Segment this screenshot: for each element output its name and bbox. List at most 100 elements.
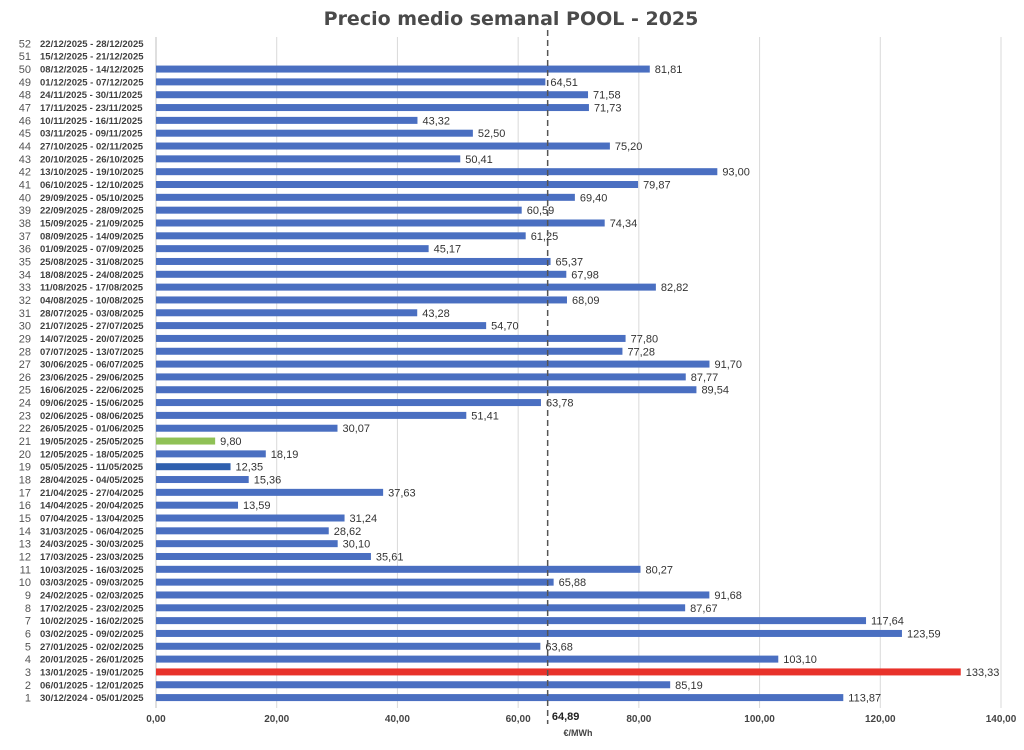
week-number-label: 25 bbox=[19, 385, 31, 397]
week-range-label: 27/01/2025 - 02/02/2025 bbox=[40, 642, 144, 653]
bar-value-label: 43,32 bbox=[422, 115, 450, 127]
bar-value-label: 45,17 bbox=[434, 244, 462, 256]
bar-week-11 bbox=[156, 565, 641, 573]
bar-week-1 bbox=[156, 694, 844, 702]
week-number-label: 42 bbox=[19, 167, 31, 179]
week-number-label: 26 bbox=[19, 372, 31, 384]
bar-week-37 bbox=[156, 232, 526, 240]
bar-week-19 bbox=[156, 463, 231, 471]
week-range-label: 30/12/2024 - 05/01/2025 bbox=[40, 693, 144, 704]
x-tick-label: 20,00 bbox=[264, 714, 289, 725]
week-range-label: 21/07/2025 - 27/07/2025 bbox=[40, 321, 144, 332]
week-number-label: 17 bbox=[19, 487, 31, 499]
bar-value-label: 64,51 bbox=[550, 77, 578, 89]
week-number-label: 27 bbox=[19, 359, 31, 371]
week-range-label: 12/05/2025 - 18/05/2025 bbox=[40, 449, 144, 460]
week-number-label: 29 bbox=[19, 333, 31, 345]
week-range-label: 18/08/2025 - 24/08/2025 bbox=[40, 270, 144, 281]
week-range-label: 13/01/2025 - 19/01/2025 bbox=[40, 667, 144, 678]
week-number-label: 39 bbox=[19, 205, 31, 217]
week-number-label: 6 bbox=[25, 628, 31, 640]
bar-value-label: 30,07 bbox=[342, 423, 370, 435]
bar-week-35 bbox=[156, 257, 551, 265]
bar-value-label: 12,35 bbox=[236, 462, 264, 474]
bar-value-label: 87,77 bbox=[691, 372, 719, 384]
week-number-label: 37 bbox=[19, 231, 31, 243]
week-number-label: 10 bbox=[19, 577, 31, 589]
week-number-label: 13 bbox=[19, 539, 31, 551]
average-line-group: 64,89 bbox=[546, 30, 580, 724]
bar-value-label: 85,19 bbox=[675, 680, 703, 692]
bar-value-label: 52,50 bbox=[478, 128, 506, 140]
week-number-label: 30 bbox=[19, 321, 31, 333]
bar-week-46 bbox=[156, 116, 418, 124]
week-range-label: 13/10/2025 - 19/10/2025 bbox=[40, 167, 144, 178]
bar-week-21 bbox=[156, 437, 216, 445]
bar-value-label: 61,25 bbox=[531, 231, 559, 243]
bar-week-15 bbox=[156, 514, 345, 522]
week-number-label: 44 bbox=[19, 141, 31, 153]
bar-value-label: 67,98 bbox=[571, 269, 599, 281]
week-range-label: 01/09/2025 - 07/09/2025 bbox=[40, 244, 144, 255]
bar-value-label: 51,41 bbox=[471, 410, 499, 422]
week-number-label: 52 bbox=[19, 38, 31, 50]
week-range-label: 04/08/2025 - 10/08/2025 bbox=[40, 295, 144, 306]
bars-group: 113,87 85,19 133,33 103,10 63,68 123,59117,64… bbox=[156, 64, 999, 705]
week-number-label: 47 bbox=[19, 103, 31, 115]
week-range-label: 05/05/2025 - 11/05/2025 bbox=[40, 462, 144, 473]
week-number-label: 40 bbox=[19, 192, 31, 204]
week-range-label: 20/10/2025 - 26/10/2025 bbox=[40, 154, 144, 165]
week-range-label: 14/07/2025 - 20/07/2025 bbox=[40, 334, 144, 345]
bar-value-label: 91,68 bbox=[714, 590, 742, 602]
bar-week-17 bbox=[156, 488, 384, 496]
week-range-label: 28/04/2025 - 04/05/2025 bbox=[40, 475, 144, 486]
bar-value-label: 9,80 bbox=[220, 436, 241, 448]
bar-week-42 bbox=[156, 168, 718, 176]
week-range-label: 24/03/2025 - 30/03/2025 bbox=[40, 539, 144, 550]
bar-value-label: 65,88 bbox=[559, 577, 587, 589]
bar-week-5 bbox=[156, 642, 541, 650]
bar-value-label: 77,28 bbox=[627, 346, 655, 358]
week-number-label: 43 bbox=[19, 154, 31, 166]
bar-value-label: 91,70 bbox=[714, 359, 742, 371]
week-range-label: 06/01/2025 - 12/01/2025 bbox=[40, 680, 144, 691]
bar-value-label: 71,73 bbox=[594, 103, 622, 115]
week-range-label: 11/08/2025 - 17/08/2025 bbox=[40, 283, 144, 294]
week-range-label: 10/02/2025 - 16/02/2025 bbox=[40, 616, 144, 627]
week-number-label: 7 bbox=[25, 616, 31, 628]
week-number-label: 31 bbox=[19, 308, 31, 320]
bar-value-label: 75,20 bbox=[615, 141, 643, 153]
average-value-label: 64,89 bbox=[552, 711, 580, 723]
week-number-label: 2 bbox=[25, 680, 31, 692]
week-range-label: 03/11/2025 - 09/11/2025 bbox=[40, 129, 143, 140]
bar-week-26 bbox=[156, 373, 686, 381]
bar-week-41 bbox=[156, 181, 639, 189]
bar-week-4 bbox=[156, 655, 779, 663]
bar-week-28 bbox=[156, 347, 623, 355]
bar-value-label: 60,59 bbox=[527, 205, 555, 217]
week-number-label: 3 bbox=[25, 667, 31, 679]
week-range-label: 16/06/2025 - 22/06/2025 bbox=[40, 385, 144, 396]
bar-value-label: 65,37 bbox=[556, 256, 584, 268]
week-range-label: 17/03/2025 - 23/03/2025 bbox=[40, 552, 144, 563]
week-number-label: 33 bbox=[19, 282, 31, 294]
bar-value-label: 35,61 bbox=[376, 551, 404, 563]
week-number-label: 5 bbox=[25, 641, 31, 653]
bar-value-label: 63,68 bbox=[545, 641, 573, 653]
bar-value-label: 28,62 bbox=[334, 526, 362, 538]
week-range-label: 03/02/2025 - 09/02/2025 bbox=[40, 629, 144, 640]
week-number-label: 50 bbox=[19, 64, 31, 76]
week-number-label: 46 bbox=[19, 115, 31, 127]
week-range-label: 17/11/2025 - 23/11/2025 bbox=[40, 103, 143, 114]
bar-value-label: 13,59 bbox=[243, 500, 271, 512]
bar-week-25 bbox=[156, 386, 697, 394]
week-range-label: 10/03/2025 - 16/03/2025 bbox=[40, 565, 144, 576]
x-axis-label: €/MWh bbox=[564, 728, 593, 738]
bar-value-label: 37,63 bbox=[388, 487, 416, 499]
week-number-label: 23 bbox=[19, 410, 31, 422]
week-range-label: 31/03/2025 - 06/04/2025 bbox=[40, 526, 144, 537]
bar-week-43 bbox=[156, 155, 461, 163]
bar-value-label: 93,00 bbox=[722, 167, 750, 179]
x-tick-label: 60,00 bbox=[506, 714, 531, 725]
week-range-label: 24/11/2025 - 30/11/2025 bbox=[40, 90, 143, 101]
